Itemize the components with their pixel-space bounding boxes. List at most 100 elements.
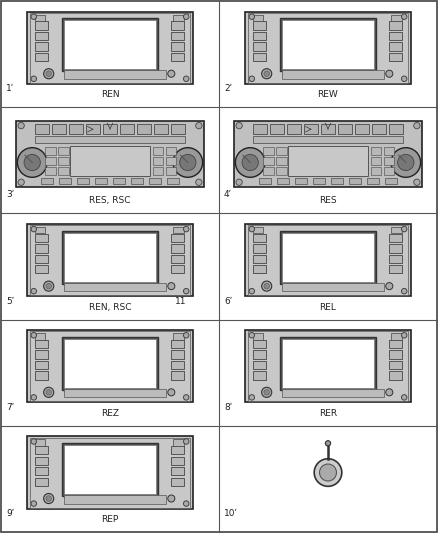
- Bar: [35, 255, 48, 263]
- Text: 5ʹ: 5ʹ: [6, 296, 14, 305]
- Bar: [153, 157, 163, 165]
- Bar: [253, 124, 267, 134]
- Bar: [282, 20, 374, 69]
- Bar: [35, 227, 46, 233]
- Bar: [279, 231, 376, 284]
- Bar: [30, 332, 191, 401]
- Bar: [389, 372, 402, 379]
- Bar: [321, 124, 335, 134]
- Bar: [35, 32, 48, 40]
- Circle shape: [249, 14, 254, 19]
- Bar: [389, 32, 402, 40]
- Bar: [35, 53, 48, 61]
- Circle shape: [235, 148, 265, 177]
- Bar: [70, 146, 150, 176]
- Text: 7ʹ: 7ʹ: [6, 403, 14, 412]
- Circle shape: [402, 394, 407, 400]
- Circle shape: [184, 333, 189, 338]
- Bar: [389, 265, 402, 273]
- Bar: [389, 361, 402, 369]
- Bar: [45, 167, 56, 175]
- Bar: [171, 446, 184, 455]
- Bar: [35, 234, 48, 242]
- Bar: [171, 265, 184, 273]
- Bar: [384, 147, 394, 155]
- Text: REP: REP: [101, 515, 119, 524]
- Text: REL: REL: [320, 303, 336, 312]
- Bar: [282, 70, 384, 79]
- Bar: [173, 227, 184, 233]
- Circle shape: [242, 155, 258, 171]
- Bar: [77, 177, 89, 184]
- Bar: [64, 20, 156, 69]
- Bar: [30, 225, 191, 295]
- Bar: [263, 167, 274, 175]
- Bar: [27, 437, 193, 508]
- Bar: [62, 337, 159, 390]
- Circle shape: [414, 179, 420, 185]
- Text: 10ʹ: 10ʹ: [224, 509, 238, 518]
- Bar: [288, 146, 368, 176]
- Bar: [171, 340, 184, 348]
- Bar: [35, 244, 48, 253]
- Bar: [282, 389, 384, 398]
- Bar: [64, 70, 166, 79]
- Circle shape: [31, 333, 36, 338]
- Circle shape: [18, 179, 24, 185]
- Bar: [64, 495, 166, 504]
- Text: 4ʹ: 4ʹ: [224, 190, 232, 199]
- Bar: [64, 445, 156, 494]
- Bar: [247, 13, 408, 83]
- Bar: [389, 244, 402, 253]
- Circle shape: [236, 179, 242, 185]
- Bar: [171, 244, 184, 253]
- Bar: [166, 147, 177, 155]
- Bar: [304, 124, 318, 134]
- Bar: [367, 177, 379, 184]
- Bar: [391, 14, 402, 21]
- Text: 8ʹ: 8ʹ: [224, 403, 232, 412]
- Bar: [103, 124, 117, 134]
- Text: 6ʹ: 6ʹ: [224, 296, 232, 305]
- Bar: [58, 167, 69, 175]
- Bar: [58, 157, 69, 165]
- Circle shape: [386, 282, 393, 289]
- Bar: [131, 177, 143, 184]
- Bar: [253, 361, 266, 369]
- Bar: [276, 147, 286, 155]
- Bar: [35, 14, 46, 21]
- Bar: [245, 224, 411, 296]
- Bar: [171, 234, 184, 242]
- Bar: [270, 124, 284, 134]
- Bar: [27, 330, 193, 402]
- Circle shape: [391, 148, 420, 177]
- Circle shape: [264, 284, 269, 289]
- Bar: [35, 124, 49, 134]
- Bar: [35, 439, 46, 446]
- Circle shape: [249, 288, 254, 294]
- Bar: [64, 233, 156, 282]
- Bar: [45, 157, 56, 165]
- Bar: [234, 121, 422, 187]
- Bar: [62, 443, 159, 496]
- Text: REN: REN: [101, 90, 119, 99]
- Circle shape: [236, 123, 242, 129]
- Text: RES: RES: [319, 196, 337, 205]
- Bar: [295, 177, 307, 184]
- Bar: [279, 337, 376, 390]
- Circle shape: [249, 76, 254, 82]
- Bar: [153, 147, 163, 155]
- Bar: [253, 14, 263, 21]
- Bar: [245, 12, 411, 84]
- Circle shape: [31, 76, 36, 82]
- Bar: [30, 13, 191, 83]
- Text: RES, RSC: RES, RSC: [89, 196, 131, 205]
- Circle shape: [184, 439, 189, 444]
- Circle shape: [46, 390, 52, 395]
- Bar: [385, 177, 397, 184]
- Bar: [389, 21, 402, 30]
- Circle shape: [249, 333, 254, 338]
- Circle shape: [44, 69, 54, 79]
- Bar: [171, 42, 184, 51]
- Bar: [253, 136, 403, 143]
